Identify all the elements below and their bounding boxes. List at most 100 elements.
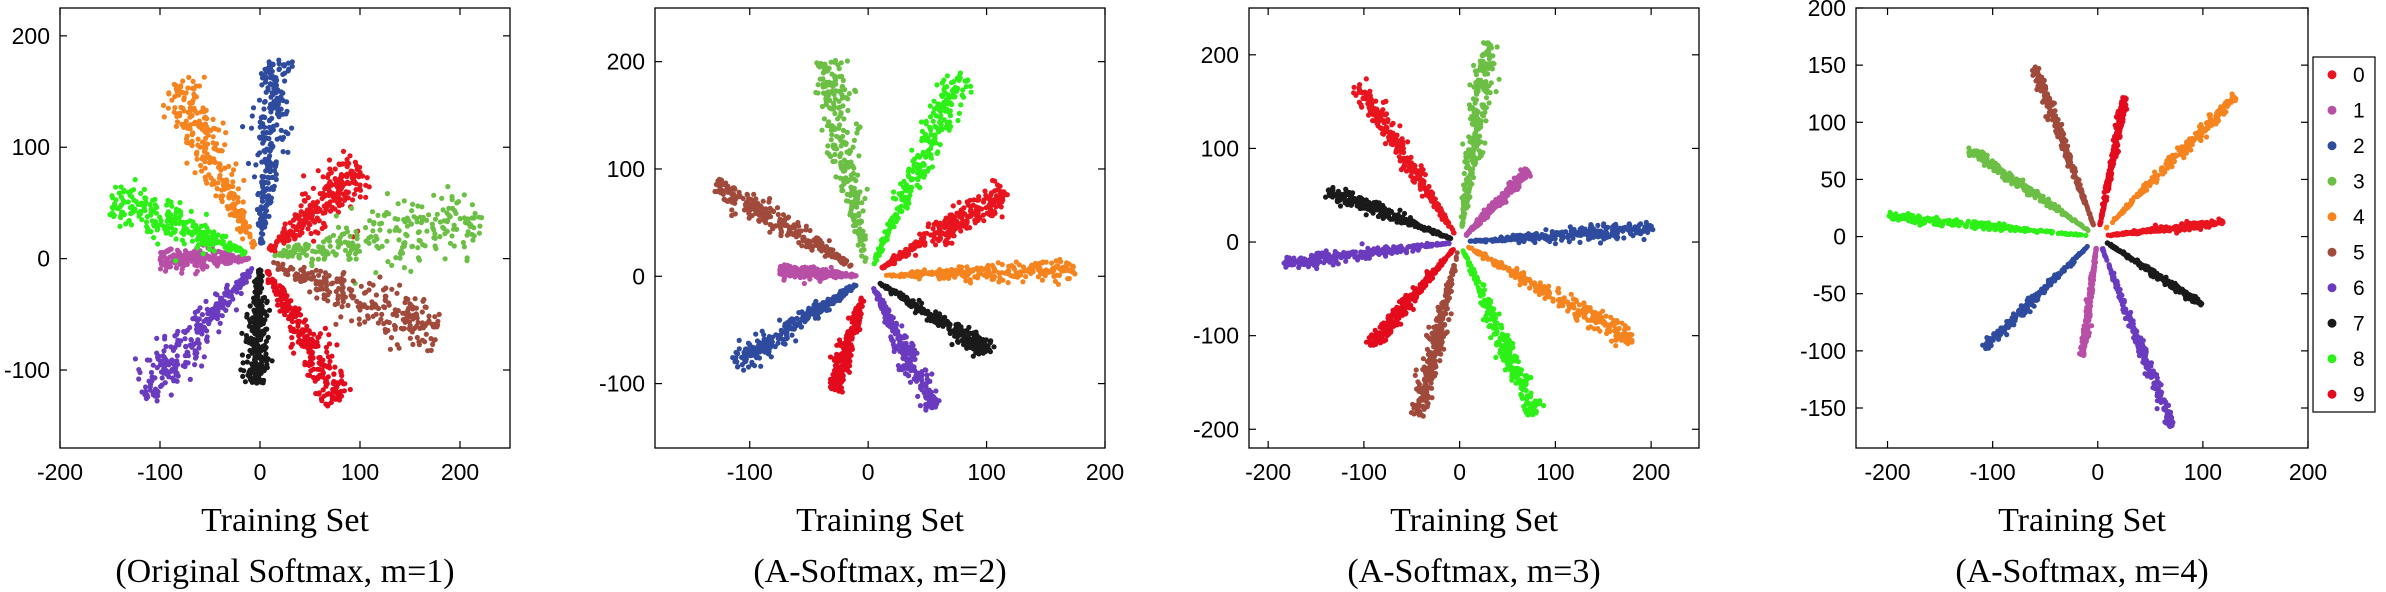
point — [324, 349, 330, 355]
point — [305, 226, 311, 232]
point — [801, 280, 808, 287]
point — [253, 301, 259, 308]
point — [401, 265, 407, 271]
point — [404, 223, 410, 229]
point — [320, 174, 326, 180]
point — [189, 238, 195, 244]
point — [854, 204, 860, 210]
point — [857, 124, 863, 130]
point — [176, 220, 182, 226]
point — [409, 208, 415, 214]
point — [179, 230, 185, 236]
point — [143, 384, 149, 390]
point — [206, 240, 213, 246]
point — [937, 236, 944, 242]
point — [923, 407, 929, 413]
point — [789, 332, 795, 338]
point — [181, 262, 187, 268]
point — [402, 240, 408, 246]
point — [219, 187, 225, 193]
point — [848, 184, 854, 190]
point — [302, 198, 308, 204]
point — [731, 185, 737, 191]
point — [889, 257, 895, 263]
point — [193, 83, 199, 89]
point — [902, 371, 909, 377]
point — [419, 217, 426, 223]
point — [252, 354, 258, 360]
point — [410, 341, 416, 347]
point — [944, 106, 950, 113]
point — [265, 174, 271, 180]
point — [851, 176, 857, 182]
point — [269, 82, 275, 88]
point — [922, 240, 928, 246]
point — [950, 203, 956, 209]
point — [339, 304, 345, 310]
point — [834, 146, 840, 152]
point — [918, 383, 924, 389]
point — [397, 282, 403, 288]
point — [805, 308, 811, 314]
point — [455, 199, 462, 205]
point — [375, 305, 382, 312]
point — [915, 152, 921, 159]
point — [224, 282, 230, 288]
point — [320, 239, 327, 245]
point — [743, 200, 750, 206]
point — [853, 121, 860, 127]
point — [954, 334, 961, 340]
point — [172, 105, 178, 111]
cluster-0 — [266, 148, 372, 255]
point — [1057, 256, 1063, 263]
point — [739, 362, 745, 368]
point — [311, 366, 317, 372]
point — [828, 264, 834, 270]
point — [792, 265, 798, 271]
point — [257, 337, 264, 343]
point — [258, 240, 264, 246]
point — [977, 206, 983, 212]
point — [985, 195, 991, 201]
point — [243, 333, 250, 339]
point — [888, 224, 894, 230]
point — [955, 321, 962, 327]
point — [412, 325, 418, 331]
point — [154, 398, 160, 404]
point — [350, 243, 356, 249]
point — [240, 236, 246, 242]
point — [898, 203, 905, 209]
point — [296, 221, 302, 227]
point — [859, 200, 865, 206]
point — [987, 340, 993, 346]
point — [196, 118, 202, 124]
point — [913, 373, 919, 379]
point — [814, 60, 820, 66]
point — [184, 139, 190, 146]
point — [1006, 263, 1012, 269]
point — [195, 252, 201, 258]
point — [236, 213, 243, 219]
point — [853, 222, 859, 228]
point — [273, 239, 280, 245]
point — [337, 235, 343, 241]
point — [269, 184, 275, 191]
point — [249, 328, 255, 334]
point — [314, 199, 321, 205]
point — [246, 340, 252, 346]
point — [965, 344, 971, 350]
point — [819, 301, 826, 307]
point — [192, 94, 198, 100]
point — [248, 335, 254, 341]
point — [378, 316, 384, 322]
point — [253, 361, 259, 367]
point — [974, 332, 980, 338]
point — [810, 244, 816, 250]
point — [316, 355, 322, 361]
point — [354, 166, 360, 173]
point — [202, 165, 208, 171]
point — [270, 73, 276, 79]
point — [199, 156, 205, 162]
point — [330, 386, 336, 393]
